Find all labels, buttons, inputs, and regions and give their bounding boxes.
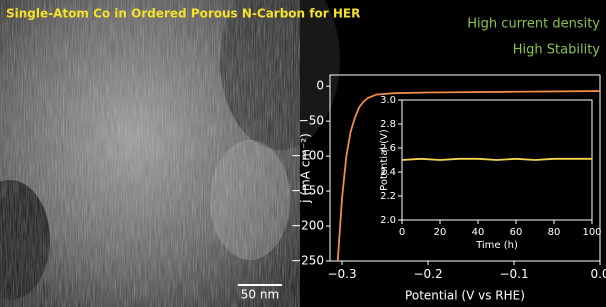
x-tick-label: −0.1 [499,267,528,281]
annotation: High Stability [513,43,601,58]
y-axis-label: Potential (V) [379,129,390,191]
y-tick-label: −50 [299,114,324,128]
scale-bar-label: 50 nm [241,288,279,302]
x-tick-label: 40 [472,227,485,238]
y-tick-label: −200 [291,219,324,233]
y-tick-label: −250 [291,254,324,268]
x-axis-label: Potential (V vs RHE) [405,289,525,303]
graphic: 50 nm Single-Atom Co in Ordered Porous N… [0,0,606,307]
y-tick-label: 3.0 [380,95,396,106]
y-tick-label: 2.2 [380,191,396,202]
annotation: High current density [467,17,600,32]
x-tick-label: 100 [582,227,601,238]
y-tick-label: 2.8 [380,119,396,130]
x-tick-label: 80 [548,227,561,238]
y-tick-label: 2.0 [380,215,396,226]
x-tick-label: −0.2 [413,267,442,281]
x-tick-label: 20 [434,227,447,238]
y-tick-label: 0 [316,79,324,93]
x-axis-label: Time (h) [475,240,518,251]
x-tick-label: 0 [399,227,405,238]
page: 50 nm Single-Atom Co in Ordered Porous N… [0,0,606,307]
y-axis-label: j (mA cm⁻²) [299,133,313,204]
x-tick-label: 0.0 [590,267,606,281]
title: Single-Atom Co in Ordered Porous N-Carbo… [6,7,360,21]
x-tick-label: −0.3 [327,267,356,281]
x-tick-label: 60 [510,227,523,238]
micrograph: 50 nm [0,0,340,307]
